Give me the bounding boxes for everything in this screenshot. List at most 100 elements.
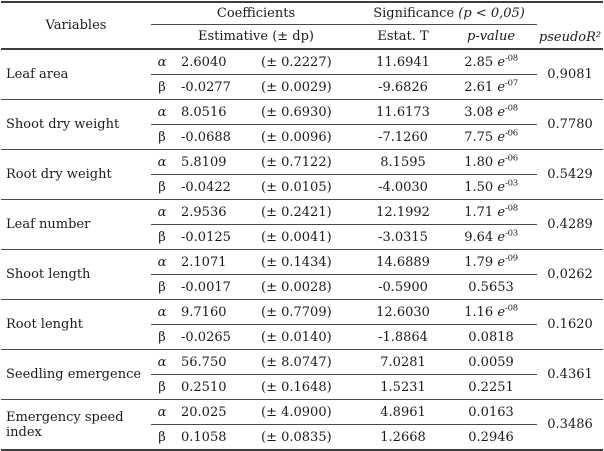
- alpha-symbol: α: [151, 199, 173, 225]
- beta-p-value: 0.2251 e: [445, 374, 538, 400]
- p-exponent: e-06: [493, 129, 518, 145]
- p-mantissa: 1.79: [464, 254, 494, 270]
- p-mantissa: 7.75: [464, 129, 494, 145]
- table-row-alpha: Root dry weight α 5.8109 (± 0.7122) 8.15…: [1, 149, 604, 200]
- p-exponent: e-08: [493, 304, 518, 320]
- col-header-coefficients: Coefficients: [151, 2, 362, 25]
- pseudo-r2-value: 0.3486: [537, 399, 604, 450]
- alpha-glyph: α: [157, 204, 167, 220]
- beta-t-stat: -9.6826: [361, 74, 446, 100]
- beta-t-stat: -4.0030: [361, 174, 446, 200]
- beta-glyph: β: [158, 179, 166, 195]
- p-exponent-value: -03: [505, 178, 518, 189]
- variable-name: Root dry weight: [1, 149, 151, 200]
- beta-symbol: β: [151, 124, 173, 150]
- table-row-beta: β -0.0017 (± 0.0028) -0.5900 0.5653 e: [1, 274, 603, 300]
- beta-glyph: β: [158, 279, 166, 295]
- beta-symbol: β: [151, 74, 173, 100]
- table-row-alpha: Leaf number α 2.9536 (± 0.2421) 12.1992 …: [1, 199, 604, 250]
- table-row-beta: β 0.1058 (± 0.0835) 1.2668 0.2946 e: [1, 424, 603, 450]
- p-mantissa: 0.0163: [468, 404, 514, 420]
- beta-p-value: 2.61 e-07: [445, 74, 538, 100]
- alpha-symbol: α: [151, 349, 173, 375]
- variable-name: Shoot dry weight: [1, 99, 151, 150]
- beta-std-dev: (± 0.0835): [245, 424, 362, 450]
- e-notation-glyph: e: [497, 54, 506, 70]
- alpha-estimate: 5.8109: [173, 149, 245, 175]
- alpha-std-dev: (± 0.6930): [245, 99, 362, 125]
- alpha-t-stat: 11.6941: [361, 48, 446, 75]
- variable-name: Emergency speed index: [1, 399, 151, 450]
- alpha-glyph: α: [157, 304, 167, 320]
- alpha-t-stat: 12.6030: [361, 299, 446, 325]
- p-exponent: e-08: [493, 204, 518, 220]
- alpha-t-stat: 4.8961: [361, 399, 446, 425]
- beta-std-dev: (± 0.0105): [245, 174, 362, 200]
- p-exponent: e-09: [493, 254, 518, 270]
- beta-std-dev: (± 0.0028): [245, 274, 362, 300]
- p-mantissa: 2.61: [464, 79, 494, 95]
- pseudo-r2-value: 0.9081: [537, 48, 604, 100]
- alpha-t-stat: 8.1595: [361, 149, 446, 175]
- alpha-symbol: α: [151, 99, 173, 125]
- alpha-glyph: α: [157, 54, 167, 70]
- beta-t-stat: 1.5231: [361, 374, 446, 400]
- p-exponent-value: -08: [505, 53, 518, 64]
- p-mantissa: 0.2946: [468, 429, 514, 445]
- alpha-p-value: 0.0163 e: [445, 399, 538, 425]
- p-mantissa: 9.64: [464, 229, 494, 245]
- significance-label: Significance: [373, 6, 455, 21]
- variable-name: Seedling emergence: [1, 349, 151, 400]
- beta-t-stat: -0.5900: [361, 274, 446, 300]
- e-notation-glyph: e: [497, 104, 506, 120]
- alpha-p-value: 3.08 e-08: [445, 99, 538, 125]
- alpha-std-dev: (± 0.7122): [245, 149, 362, 175]
- col-header-estimative: Estimative (± dp): [198, 29, 314, 44]
- alpha-estimate: 2.1071: [173, 249, 245, 275]
- col-header-pseudo-r2: pseudoR²: [537, 2, 603, 49]
- beta-std-dev: (± 0.0096): [245, 124, 362, 150]
- beta-p-value: 0.0818 e: [445, 324, 538, 350]
- header-row-sub: Estimative (± dp) Estat. T p-value: [1, 25, 603, 50]
- alpha-estimate: 2.6040: [173, 48, 245, 75]
- table-row-beta: β -0.0125 (± 0.0041) -3.0315 9.64 e-03: [1, 224, 603, 250]
- alpha-p-value: 1.16 e-08: [445, 299, 538, 325]
- alpha-std-dev: (± 0.2227): [245, 48, 362, 75]
- beta-estimate: -0.0422: [173, 174, 245, 200]
- e-notation-glyph: e: [497, 129, 506, 145]
- p-mantissa: 1.80: [464, 154, 494, 170]
- beta-t-stat: -1.8864: [361, 324, 446, 350]
- p-mantissa: 1.16: [464, 304, 494, 320]
- p-exponent: e-07: [493, 79, 518, 95]
- beta-estimate: -0.0017: [173, 274, 245, 300]
- e-notation-glyph: e: [497, 204, 506, 220]
- beta-glyph: β: [158, 379, 166, 395]
- table-row-beta: β 0.2510 (± 0.1648) 1.5231 0.2251 e: [1, 374, 603, 400]
- table-row-alpha: Leaf area α 2.6040 (± 0.2227) 11.6941 2.…: [1, 48, 604, 100]
- beta-estimate: -0.0688: [173, 124, 245, 150]
- alpha-p-value: 2.85 e-08: [445, 48, 538, 75]
- table-row-beta: β -0.0277 (± 0.0029) -9.6826 2.61 e-07: [1, 74, 603, 100]
- alpha-glyph: α: [157, 404, 167, 420]
- alpha-t-stat: 12.1992: [361, 199, 446, 225]
- p-mantissa: 0.0818: [468, 329, 514, 345]
- alpha-std-dev: (± 0.2421): [245, 199, 362, 225]
- p-exponent: e-08: [493, 104, 518, 120]
- alpha-glyph: α: [157, 104, 167, 120]
- alpha-std-dev: (± 8.0747): [245, 349, 362, 375]
- p-exponent: e-06: [493, 153, 518, 170]
- table-row-beta: β -0.0422 (± 0.0105) -4.0030 1.50 e-03: [1, 174, 603, 200]
- table-row-alpha: Shoot dry weight α 8.0516 (± 0.6930) 11.…: [1, 99, 604, 150]
- p-exponent-value: -03: [505, 228, 518, 239]
- e-notation-glyph: e: [497, 79, 506, 95]
- alpha-std-dev: (± 4.0900): [245, 399, 362, 425]
- table-row-alpha: Shoot length α 2.1071 (± 0.1434) 14.6889…: [1, 249, 604, 300]
- beta-std-dev: (± 0.0029): [245, 74, 362, 100]
- beta-estimate: -0.0265: [173, 324, 245, 350]
- beta-symbol: β: [151, 224, 173, 250]
- beta-p-value: 0.2946 e: [445, 424, 538, 450]
- alpha-p-value: 0.0059 e: [445, 349, 538, 375]
- beta-std-dev: (± 0.0140): [245, 324, 362, 350]
- p-exponent-value: -06: [505, 153, 518, 164]
